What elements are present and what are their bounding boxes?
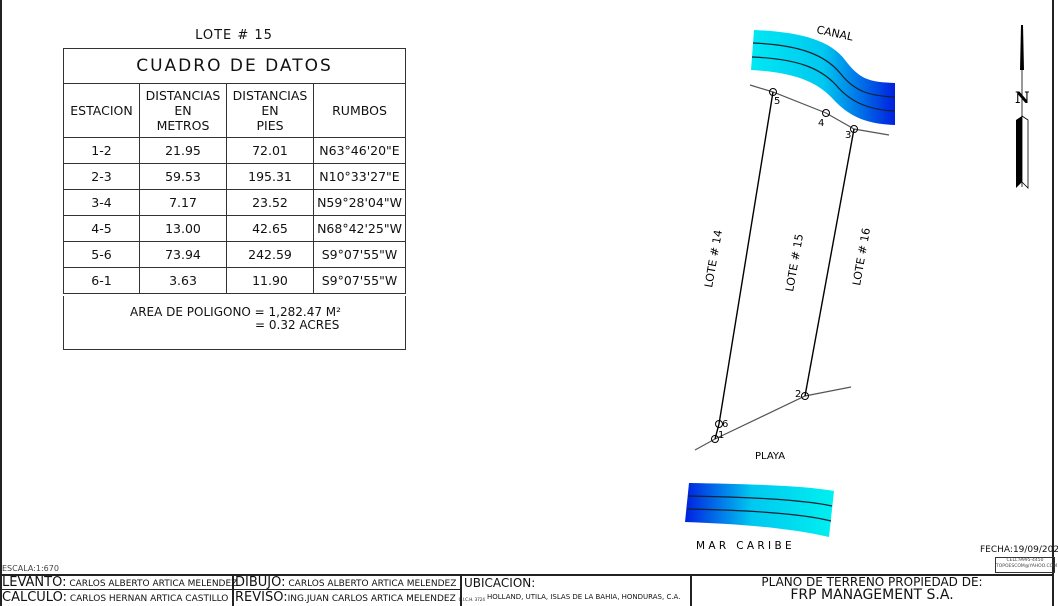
table-row: 2-3 59.53 195.31 N10°33'27"E bbox=[63, 163, 406, 190]
table-row: 4-5 13.00 42.65 N68°42'25"W bbox=[63, 215, 406, 242]
station-label: 3 bbox=[845, 130, 851, 141]
scale: ESCALA:1:670 bbox=[2, 564, 59, 573]
lot-14-label: LOTE # 14 bbox=[702, 229, 725, 289]
left-border bbox=[0, 0, 2, 606]
station-label: 1 bbox=[718, 430, 724, 441]
title-block bbox=[0, 574, 1054, 606]
lot-16-label: LOTE # 16 bbox=[850, 227, 873, 287]
lot-title: LOTE # 15 bbox=[195, 28, 273, 43]
station-label: 6 bbox=[722, 419, 728, 430]
station-3-icon bbox=[850, 125, 858, 133]
station-2-icon bbox=[801, 392, 809, 400]
sea-label: M A R C A R I B E bbox=[696, 540, 792, 552]
header-rumbos: RUMBOS bbox=[313, 83, 406, 138]
contact-box: CELL:9995-4450 TOPOESCOM@YAHOO.COM bbox=[995, 557, 1057, 573]
playa-label: PLAYA bbox=[755, 451, 785, 462]
station-label: 5 bbox=[774, 96, 780, 107]
header-estacion: ESTACION bbox=[63, 83, 140, 138]
data-table: CUADRO DE DATOS ESTACION DISTANCIAS EN MET… bbox=[63, 48, 406, 294]
station-6-icon bbox=[715, 420, 723, 428]
station-markers bbox=[711, 88, 858, 443]
station-5-icon bbox=[769, 88, 777, 96]
station-label: 2 bbox=[795, 389, 801, 400]
date: FECHA:19/09/2023 bbox=[980, 545, 1058, 555]
plano-title: PLANO DE TERRENO PROPIEDAD DE: bbox=[761, 575, 983, 589]
station-label: 4 bbox=[818, 118, 824, 129]
area-m2: AREA DE POLIGONO = 1,282.47 M² bbox=[130, 305, 341, 319]
ubicacion-value: HOLLAND, UTILA, ISLAS DE LA BAHIA, HONDU… bbox=[487, 593, 681, 601]
dibujo-field: DIBUJO: CARLOS ALBERTO ARTICA MELENDEZ bbox=[235, 575, 457, 590]
lot-15-label: LOTE # 15 bbox=[783, 233, 806, 293]
table-row: 1-2 21.95 72.01 N63°46'20"E bbox=[63, 137, 406, 164]
table-row: 3-4 7.17 23.52 N59°28'04"W bbox=[63, 189, 406, 216]
table-row: 6-1 3.63 11.90 S9°07'55"W bbox=[63, 267, 406, 294]
owner-name: FRP MANAGEMENT S.A. bbox=[790, 587, 954, 603]
table-header-row: ESTACION DISTANCIAS EN METROS DISTANCIAS EN… bbox=[63, 83, 406, 138]
station-1-icon bbox=[711, 435, 719, 443]
levanto-field: LEVANTO: CARLOS ALBERTO ARTICA MELENDEZ bbox=[2, 575, 238, 590]
lot-boundary bbox=[714, 91, 855, 440]
right-border bbox=[1052, 0, 1054, 606]
reference-lines bbox=[694, 84, 890, 451]
reviso-field: REVISO:ING.JUAN CARLOS ARTICA MELENDEZ C… bbox=[235, 590, 485, 605]
sea-water bbox=[685, 483, 834, 537]
canal-label: CANAL bbox=[815, 23, 855, 44]
north-arrow-icon: N bbox=[1015, 25, 1030, 189]
north-label: N bbox=[1015, 88, 1030, 107]
area-box: AREA DE POLIGONO = 1,282.47 M² = 0.32 AC… bbox=[63, 296, 406, 350]
header-metros: DISTANCIAS EN METROS bbox=[139, 83, 227, 138]
table-title: CUADRO DE DATOS bbox=[63, 48, 406, 84]
area-acres: = 0.32 ACRES bbox=[255, 318, 340, 332]
station-4-icon bbox=[822, 109, 830, 117]
calculo-field: CALCULO: CARLOS HERNAN ARTICA CASTILLO bbox=[2, 590, 229, 605]
ubicacion-label: UBICACION: bbox=[464, 576, 536, 590]
canal-water bbox=[751, 30, 896, 125]
